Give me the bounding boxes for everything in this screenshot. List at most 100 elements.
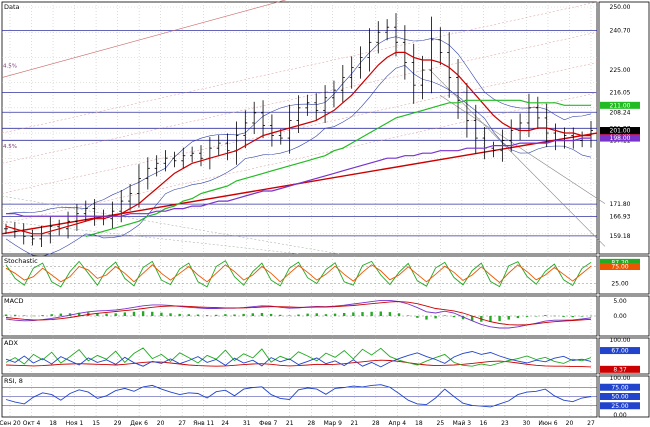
series-line-%D [5,264,592,284]
axis-tick-label: 87.20 [611,259,628,266]
date-tick-label: Фев 7 [259,420,277,427]
channel-line [1,195,341,255]
series-line-ma-100 [85,99,591,237]
series-line-macd-signal [5,301,592,326]
date-tick-label: 29 [114,420,122,427]
date-tick-label: 16 [480,420,488,427]
date-tick-label: 15 [92,420,100,427]
axis-tick-label: 100.00 [610,375,631,382]
date-tick-label: 31 [243,420,251,427]
macd-histogram-bar [215,314,218,316]
macd-histogram-bar [507,316,510,320]
series-line-+di [5,347,592,367]
macd-histogram-bar [151,311,154,316]
date-tick-label: 24 [221,420,229,427]
macd-histogram-bar [379,311,382,316]
axis-tick-label: 25.00 [611,403,628,410]
macd-histogram-bar [41,315,44,316]
series-line--di [5,351,592,368]
macd-histogram-bar [443,315,446,316]
macd-histogram-bar [96,313,99,316]
macd-histogram-bar [13,314,17,316]
date-tick-label: Дек 6 [130,420,148,427]
level-label: 4.5% [3,144,17,150]
current-value-label: 201.00 [610,128,631,135]
series-line-ma-200 [6,137,591,217]
channel-line-upper [1,0,287,78]
date-tick-label: 20 [157,420,165,427]
macd-histogram-bar [580,316,584,317]
date-tick-label: 30 [523,420,531,427]
macd-histogram-bar [388,312,392,316]
current-value-marker [600,402,640,410]
date-tick-label: 20 [566,420,574,427]
macd-histogram-bar [105,313,108,316]
macd-histogram-bar [23,315,26,316]
panel-macd: MACD 5.00 0.00 [1,295,650,337]
macd-histogram-bar [489,316,492,322]
macd-histogram-bar [4,314,8,316]
macd-histogram-bar [370,311,373,316]
channel-line [1,31,598,164]
macd-histogram-bar [288,315,291,316]
panel-title: RSI, 8 [4,377,23,385]
panel-title: MACD [4,297,23,305]
price-tick-label: 216.05 [610,90,631,97]
macd-histogram-bar [589,315,593,317]
channel-line [1,92,598,225]
date-tick-label: 18 [49,420,57,427]
date-tick-label: 18 [415,420,423,427]
macd-histogram-bar [233,314,236,316]
axis-tick-label: 0.00 [613,313,627,320]
macd-histogram-bar [343,313,346,316]
macd-histogram-bar [534,316,538,317]
date-tick-label: Ноя 1 [66,420,84,427]
date-tick-label: 28 [372,420,380,427]
macd-histogram-bar [352,312,355,316]
date-tick-label: Янв 11 [193,420,214,427]
trend-line-down [439,94,606,204]
date-tick-label: Июн 6 [538,420,557,427]
macd-histogram-bar [132,311,136,316]
price-tick-label: 208.24 [610,109,631,116]
date-tick-label: 25 [437,420,445,427]
date-tick-label: Сен 20 [0,420,21,427]
macd-histogram-bar [315,313,318,316]
macd-histogram-bar [123,312,127,316]
macd-histogram-bar [114,313,117,316]
axis-tick-label: 0.00 [613,412,627,419]
price-tick-label: 225.00 [610,67,631,74]
macd-histogram-bar [279,314,282,316]
price-tick-label: 250.00 [610,4,631,11]
current-value-marker [600,347,640,355]
panel-rsi: RSI, 8 100.00 75.00 50.00 25.00 0.00 [1,375,650,419]
macd-histogram-bar [470,316,474,321]
macd-histogram-bar [297,314,300,316]
panel-adx: ADX 100.00 67.00 8.37 [1,337,650,375]
date-tick-label: Май 3 [453,420,472,427]
panel-title: ADX [4,339,18,347]
axis-tick-label: 67.00 [611,348,628,355]
current-value-label: 198.00 [610,135,631,142]
current-value-marker [600,101,640,109]
panel-frame [1,255,598,295]
macd-histogram-bar [242,313,245,316]
date-tick-label: 27 [587,420,595,427]
current-value-label: 211.00 [610,102,631,109]
macd-histogram-bar [562,316,565,317]
macd-histogram-bar [416,316,419,318]
series-line-rsi [5,384,592,408]
macd-histogram-bar [516,316,520,319]
macd-histogram-bar [77,312,81,316]
axis-tick-label: 5.00 [613,298,627,305]
macd-histogram-bar [361,312,364,316]
axis-tick-label: 50.00 [611,394,628,401]
macd-histogram-bar [251,313,254,316]
trend-line-down [429,69,606,247]
macd-histogram-bar [498,316,501,322]
macd-histogram-bar [187,314,191,316]
date-tick-label: Мар 9 [324,420,343,427]
date-tick-label: 21 [350,420,358,427]
